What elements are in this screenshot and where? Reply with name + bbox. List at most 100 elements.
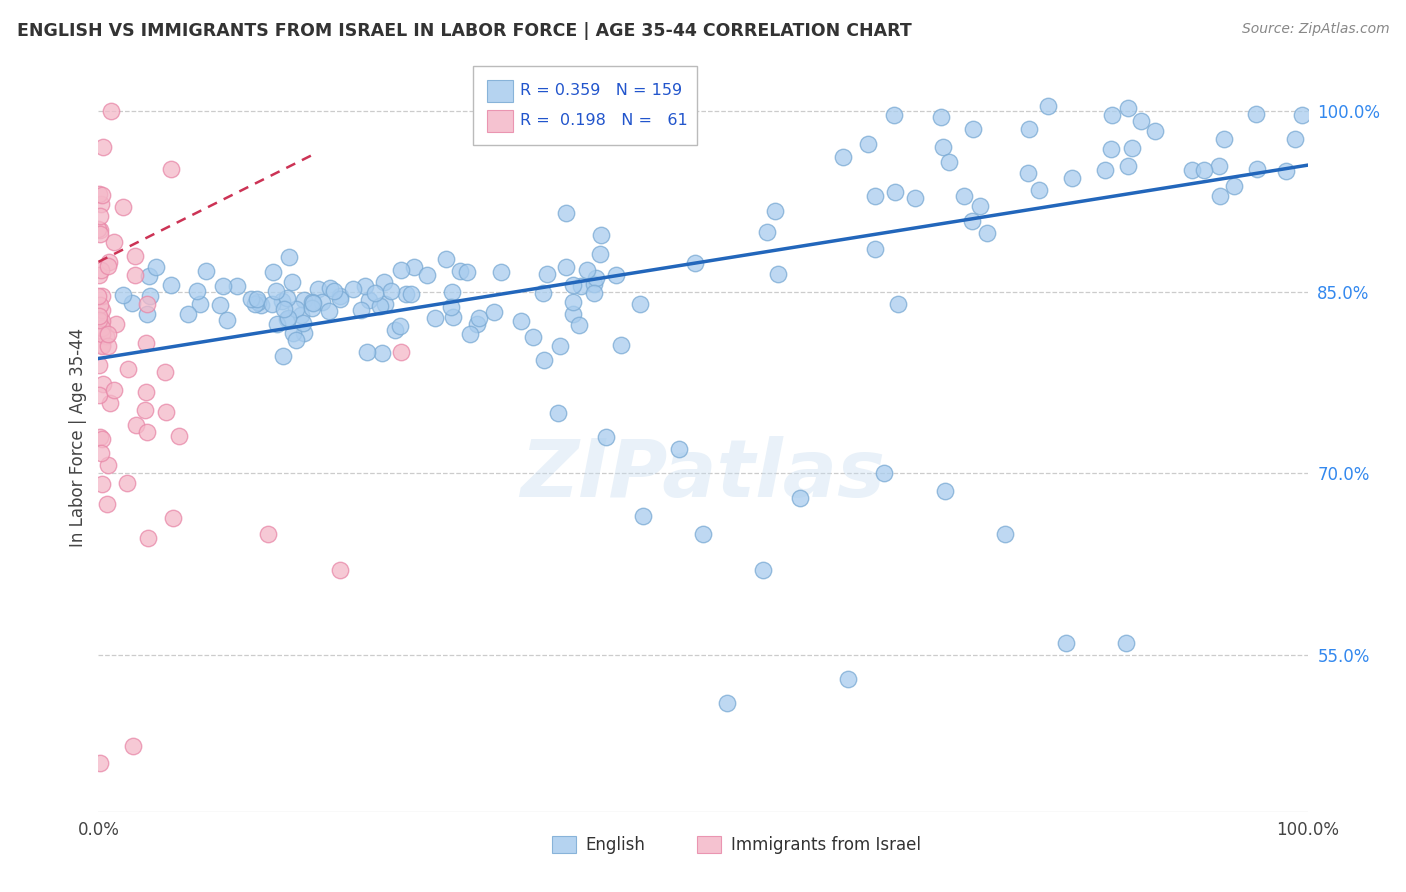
Point [531, 285, 554, 300]
Point [276, 291, 298, 305]
Text: English: English [586, 836, 645, 854]
Point [1054, 635, 1077, 649]
Point [929, 110, 952, 124]
Point [569, 278, 592, 293]
Point [270, 293, 292, 308]
Text: ENGLISH VS IMMIGRANTS FROM ISRAEL IN LABOR FORCE | AGE 35-44 CORRELATION CHART: ENGLISH VS IMMIGRANTS FROM ISRAEL IN LAB… [17, 22, 911, 40]
Point [281, 275, 304, 289]
Point [186, 284, 208, 298]
Point [90, 321, 112, 335]
Point [380, 285, 402, 299]
Point [591, 227, 613, 242]
Point [124, 249, 146, 263]
Point [1036, 99, 1059, 113]
Point [139, 289, 162, 303]
Point [208, 298, 231, 312]
Point [588, 247, 610, 261]
Point [115, 476, 138, 491]
Text: R = 0.359   N = 159: R = 0.359 N = 159 [520, 83, 682, 97]
Point [628, 297, 651, 311]
Point [489, 265, 512, 279]
Point [1118, 160, 1140, 174]
Point [91, 303, 114, 318]
Point [97, 339, 120, 353]
Point [391, 263, 413, 277]
Point [883, 108, 905, 122]
Point [97, 458, 120, 472]
Point [136, 531, 159, 545]
Point [1130, 113, 1153, 128]
Point [449, 264, 471, 278]
Point [555, 205, 578, 219]
Point [100, 103, 122, 118]
Point [135, 336, 157, 351]
Point [277, 311, 299, 326]
Point [89, 227, 111, 241]
Point [441, 285, 464, 299]
Point [245, 296, 267, 310]
Point [756, 225, 779, 239]
Point [284, 301, 307, 316]
Point [357, 293, 380, 307]
Point [246, 294, 269, 309]
Point [90, 197, 112, 211]
Point [217, 312, 239, 326]
FancyBboxPatch shape [486, 110, 513, 132]
Point [285, 333, 308, 347]
Point [89, 430, 111, 444]
Text: Source: ZipAtlas.com: Source: ZipAtlas.com [1241, 22, 1389, 37]
Y-axis label: In Labor Force | Age 35-44: In Labor Force | Age 35-44 [69, 327, 87, 547]
Point [789, 491, 811, 505]
Point [1291, 108, 1313, 122]
Point [135, 307, 157, 321]
Point [90, 263, 112, 277]
FancyBboxPatch shape [474, 66, 697, 145]
Point [373, 276, 395, 290]
Point [350, 303, 373, 318]
Point [291, 316, 314, 330]
Point [104, 318, 127, 332]
Point [716, 696, 738, 710]
Point [837, 672, 859, 686]
Point [1121, 140, 1143, 154]
Point [301, 301, 323, 316]
Point [1018, 121, 1040, 136]
Point [763, 204, 786, 219]
Point [136, 425, 159, 439]
Point [91, 377, 114, 392]
Point [1181, 162, 1204, 177]
Point [256, 526, 278, 541]
Point [90, 188, 112, 202]
Point [292, 326, 315, 340]
Point [415, 268, 437, 282]
Point [264, 284, 287, 298]
Point [145, 260, 167, 274]
Point [90, 445, 112, 459]
FancyBboxPatch shape [486, 79, 513, 103]
Point [124, 268, 146, 282]
Point [89, 187, 111, 202]
Point [89, 298, 111, 312]
Text: ZIPatlas: ZIPatlas [520, 435, 886, 514]
Point [547, 406, 569, 420]
Point [159, 162, 181, 177]
Point [389, 345, 412, 359]
Point [103, 383, 125, 397]
Point [932, 140, 955, 154]
Point [319, 281, 342, 295]
Point [548, 338, 571, 352]
Point [89, 756, 111, 771]
Point [582, 286, 605, 301]
Point [953, 188, 976, 202]
Point [561, 294, 583, 309]
Point [554, 260, 576, 274]
Point [329, 289, 352, 303]
Point [1101, 108, 1123, 122]
Point [98, 255, 121, 269]
Point [266, 318, 288, 332]
Point [399, 287, 422, 301]
Point [568, 318, 591, 332]
Point [832, 150, 855, 164]
Point [533, 352, 555, 367]
Point [318, 304, 340, 318]
